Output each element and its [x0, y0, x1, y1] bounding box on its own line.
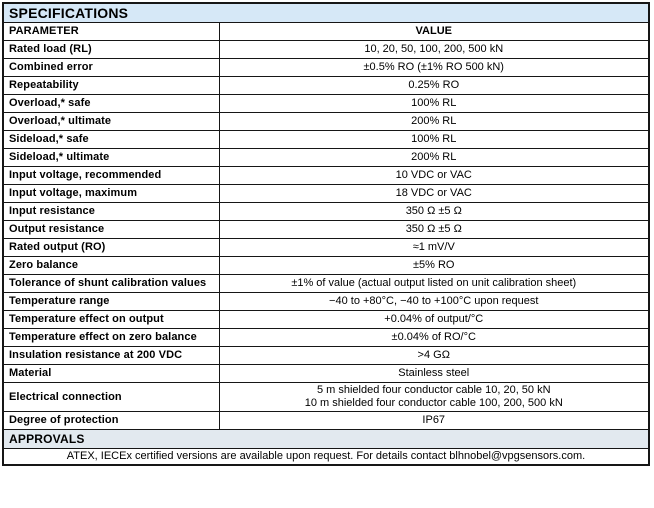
- value-cell: 18 VDC or VAC: [218, 183, 650, 203]
- value-cell: ±0.5% RO (±1% RO 500 kN): [218, 57, 650, 77]
- value-cell: 5 m shielded four conductor cable 10, 20…: [218, 381, 650, 412]
- parameter-cell: Temperature effect on output: [2, 309, 220, 329]
- table-row-combined-error: Combined error ±0.5% RO (±1% RO 500 kN): [2, 57, 650, 77]
- parameter-cell: Rated load (RL): [2, 39, 220, 59]
- table-row-temperature-effect-zero: Temperature effect on zero balance ±0.04…: [2, 327, 650, 347]
- table-row-shunt-calibration-tolerance: Tolerance of shunt calibration values ±1…: [2, 273, 650, 293]
- table-row-temperature-range: Temperature range −40 to +80°C, −40 to +…: [2, 291, 650, 311]
- table-row-zero-balance: Zero balance ±5% RO: [2, 255, 650, 275]
- column-header-row: PARAMETER VALUE: [2, 21, 650, 41]
- value-cell: ≈1 mV/V: [218, 237, 650, 257]
- parameter-cell: Sideload,* ultimate: [2, 147, 220, 167]
- value-cell: 100% RL: [218, 93, 650, 113]
- approvals-section-title: APPROVALS: [2, 428, 650, 449]
- table-row-overload-safe: Overload,* safe 100% RL: [2, 93, 650, 113]
- value-cell: ±0.04% of RO/°C: [218, 327, 650, 347]
- parameter-cell: Rated output (RO): [2, 237, 220, 257]
- table-row-input-voltage-recommended: Input voltage, recommended 10 VDC or VAC: [2, 165, 650, 185]
- parameter-cell: Overload,* ultimate: [2, 111, 220, 131]
- value-cell: 200% RL: [218, 111, 650, 131]
- table-row-input-voltage-maximum: Input voltage, maximum 18 VDC or VAC: [2, 183, 650, 203]
- table-row-insulation-resistance: Insulation resistance at 200 VDC >4 GΩ: [2, 345, 650, 365]
- approvals-header-row: APPROVALS: [2, 428, 650, 449]
- parameter-cell: Sideload,* safe: [2, 129, 220, 149]
- parameter-cell: Repeatability: [2, 75, 220, 95]
- table-row-rated-output: Rated output (RO) ≈1 mV/V: [2, 237, 650, 257]
- value-cell: −40 to +80°C, −40 to +100°C upon request: [218, 291, 650, 311]
- value-cell: ±1% of value (actual output listed on un…: [218, 273, 650, 293]
- value-cell: 100% RL: [218, 129, 650, 149]
- column-header-value: VALUE: [218, 21, 650, 41]
- parameter-cell: Combined error: [2, 57, 220, 77]
- value-cell: Stainless steel: [218, 363, 650, 383]
- table-row-rated-load: Rated load (RL) 10, 20, 50, 100, 200, 50…: [2, 39, 650, 59]
- parameter-cell: Zero balance: [2, 255, 220, 275]
- table-row-material: Material Stainless steel: [2, 363, 650, 383]
- specifications-header-row: SPECIFICATIONS: [2, 2, 650, 23]
- approvals-note: ATEX, IECEx certified versions are avail…: [2, 447, 650, 466]
- parameter-cell: Temperature range: [2, 291, 220, 311]
- table-row-repeatability: Repeatability 0.25% RO: [2, 75, 650, 95]
- datasheet-page: SPECIFICATIONS PARAMETER VALUE Rated loa…: [2, 2, 650, 466]
- value-cell: 0.25% RO: [218, 75, 650, 95]
- specifications-section-title: SPECIFICATIONS: [2, 2, 650, 23]
- value-cell: 350 Ω ±5 Ω: [218, 201, 650, 221]
- value-cell: 350 Ω ±5 Ω: [218, 219, 650, 239]
- table-row-sideload-safe: Sideload,* safe 100% RL: [2, 129, 650, 149]
- table-row-sideload-ultimate: Sideload,* ultimate 200% RL: [2, 147, 650, 167]
- table-row-degree-of-protection: Degree of protection IP67: [2, 410, 650, 430]
- parameter-cell: Input voltage, recommended: [2, 165, 220, 185]
- value-cell: >4 GΩ: [218, 345, 650, 365]
- table-row-output-resistance: Output resistance 350 Ω ±5 Ω: [2, 219, 650, 239]
- specifications-table: SPECIFICATIONS PARAMETER VALUE Rated loa…: [2, 2, 650, 466]
- parameter-cell: Overload,* safe: [2, 93, 220, 113]
- parameter-cell: Input resistance: [2, 201, 220, 221]
- parameter-cell: Input voltage, maximum: [2, 183, 220, 203]
- parameter-cell: Output resistance: [2, 219, 220, 239]
- value-cell: 10, 20, 50, 100, 200, 500 kN: [218, 39, 650, 59]
- parameter-cell: Temperature effect on zero balance: [2, 327, 220, 347]
- parameter-cell: Insulation resistance at 200 VDC: [2, 345, 220, 365]
- table-row-input-resistance: Input resistance 350 Ω ±5 Ω: [2, 201, 650, 221]
- value-cell: +0.04% of output/°C: [218, 309, 650, 329]
- table-row-temperature-effect-output: Temperature effect on output +0.04% of o…: [2, 309, 650, 329]
- parameter-cell: Tolerance of shunt calibration values: [2, 273, 220, 293]
- column-header-parameter: PARAMETER: [2, 21, 220, 41]
- parameter-cell: Material: [2, 363, 220, 383]
- value-cell: 200% RL: [218, 147, 650, 167]
- parameter-cell: Electrical connection: [2, 381, 220, 412]
- value-cell: 10 VDC or VAC: [218, 165, 650, 185]
- value-cell: IP67: [218, 410, 650, 430]
- table-row-overload-ultimate: Overload,* ultimate 200% RL: [2, 111, 650, 131]
- table-row-electrical-connection: Electrical connection 5 m shielded four …: [2, 381, 650, 412]
- value-cell: ±5% RO: [218, 255, 650, 275]
- parameter-cell: Degree of protection: [2, 410, 220, 430]
- approvals-note-row: ATEX, IECEx certified versions are avail…: [2, 447, 650, 466]
